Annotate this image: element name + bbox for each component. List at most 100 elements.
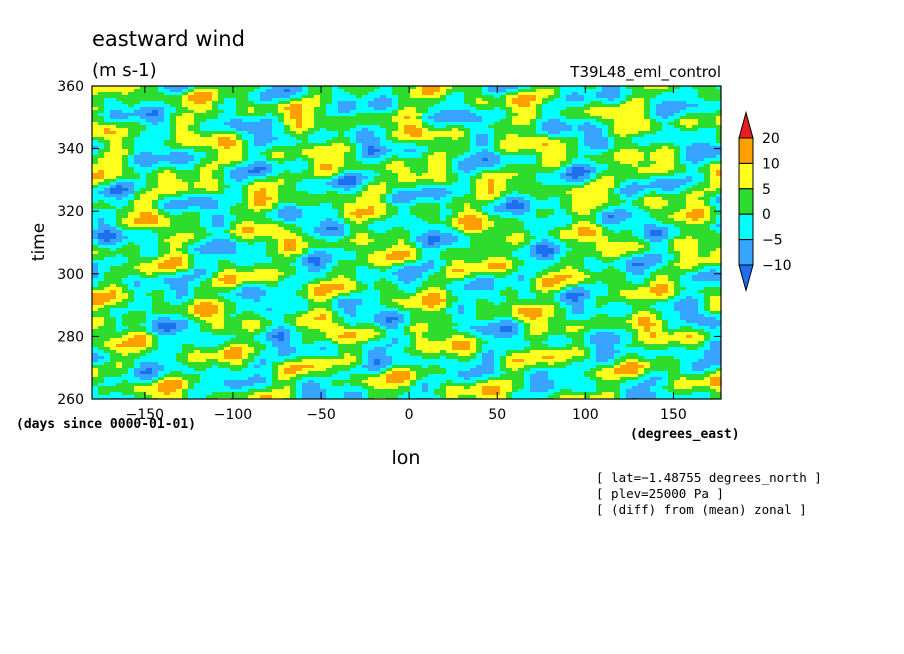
heatmap-cell bbox=[674, 128, 681, 132]
heatmap-cell bbox=[248, 86, 255, 90]
heatmap-cell bbox=[386, 143, 393, 147]
heatmap-cell bbox=[614, 146, 621, 150]
heatmap-cell bbox=[668, 86, 675, 90]
heatmap-cell bbox=[290, 107, 297, 111]
heatmap-cell bbox=[554, 137, 561, 141]
heatmap-cell bbox=[548, 101, 555, 105]
heatmap-cell bbox=[314, 140, 321, 144]
heatmap-cell bbox=[632, 158, 639, 162]
heatmap-cell bbox=[164, 137, 171, 141]
heatmap-cell bbox=[290, 170, 297, 174]
heatmap-cell bbox=[254, 134, 261, 138]
heatmap-cell bbox=[374, 161, 381, 165]
heatmap-cell bbox=[230, 128, 237, 132]
heatmap-cell bbox=[236, 152, 243, 156]
heatmap-cell bbox=[314, 131, 321, 135]
heatmap-cell bbox=[338, 104, 345, 108]
heatmap-cell bbox=[716, 134, 721, 138]
heatmap-cell bbox=[380, 101, 387, 105]
heatmap-cell bbox=[386, 92, 393, 96]
heatmap-cell bbox=[350, 101, 357, 105]
heatmap-cell bbox=[506, 161, 513, 165]
heatmap-cell bbox=[584, 167, 591, 171]
heatmap-cell bbox=[368, 116, 375, 120]
heatmap-cell bbox=[170, 137, 177, 141]
heatmap-cell bbox=[140, 176, 147, 180]
heatmap-cell bbox=[122, 170, 129, 174]
heatmap-cell bbox=[380, 137, 387, 141]
heatmap-cell bbox=[410, 167, 417, 171]
heatmap-cell bbox=[626, 119, 633, 123]
heatmap-cell bbox=[194, 131, 201, 135]
heatmap-cell bbox=[296, 98, 303, 102]
heatmap-cell bbox=[668, 107, 675, 111]
heatmap-cell bbox=[614, 170, 621, 174]
heatmap-cell bbox=[494, 125, 501, 129]
heatmap-cell bbox=[230, 119, 237, 123]
heatmap-cell bbox=[470, 167, 477, 171]
heatmap-cell bbox=[278, 89, 285, 93]
heatmap-cell bbox=[152, 134, 159, 138]
heatmap-cell bbox=[638, 149, 645, 153]
heatmap-cell bbox=[656, 86, 663, 90]
heatmap-cell bbox=[590, 107, 597, 111]
heatmap-cell bbox=[668, 113, 675, 117]
heatmap-cell bbox=[392, 149, 399, 153]
heatmap-cell bbox=[464, 107, 471, 111]
heatmap-cell bbox=[470, 149, 477, 153]
heatmap-cell bbox=[254, 149, 261, 153]
heatmap-cell bbox=[704, 173, 711, 177]
heatmap-cell bbox=[518, 128, 525, 132]
heatmap-cell bbox=[386, 170, 393, 174]
heatmap-cell bbox=[128, 143, 135, 147]
heatmap-cell bbox=[512, 116, 519, 120]
heatmap-cell bbox=[278, 164, 285, 168]
heatmap-cell bbox=[158, 173, 165, 177]
heatmap-cell bbox=[296, 86, 303, 90]
heatmap-cell bbox=[644, 116, 651, 120]
heatmap-cell bbox=[602, 176, 609, 180]
heatmap-cell bbox=[140, 92, 147, 96]
heatmap-cell bbox=[236, 89, 243, 93]
heatmap-cell bbox=[116, 125, 123, 129]
heatmap-cell bbox=[212, 86, 219, 90]
heatmap-cell bbox=[212, 143, 219, 147]
heatmap-cell bbox=[356, 155, 363, 159]
heatmap-cell bbox=[254, 107, 261, 111]
heatmap-cell bbox=[578, 158, 585, 162]
heatmap-cell bbox=[536, 128, 543, 132]
heatmap-cell bbox=[362, 107, 369, 111]
heatmap-cell bbox=[164, 143, 171, 147]
heatmap-cell bbox=[212, 125, 219, 129]
heatmap-cell bbox=[224, 113, 231, 117]
heatmap-cell bbox=[692, 173, 699, 177]
heatmap-cell bbox=[662, 155, 669, 159]
heatmap-cell bbox=[632, 155, 639, 159]
heatmap-cell bbox=[560, 152, 567, 156]
heatmap-cell bbox=[518, 101, 525, 105]
heatmap-cell bbox=[248, 95, 255, 99]
heatmap-cell bbox=[584, 146, 591, 150]
heatmap-cell bbox=[500, 173, 507, 177]
heatmap-cell bbox=[458, 89, 465, 93]
heatmap-cell bbox=[416, 152, 423, 156]
heatmap-cell bbox=[362, 113, 369, 117]
heatmap-cell bbox=[578, 125, 585, 129]
heatmap-cell bbox=[656, 101, 663, 105]
heatmap-cell bbox=[644, 137, 651, 141]
heatmap-cell bbox=[284, 119, 291, 123]
heatmap-cell bbox=[206, 143, 213, 147]
heatmap-cell bbox=[260, 140, 267, 144]
heatmap-cell bbox=[98, 158, 105, 162]
heatmap-cell bbox=[170, 158, 177, 162]
heatmap-cell bbox=[140, 185, 147, 189]
heatmap-cell bbox=[122, 173, 129, 177]
heatmap-cell bbox=[590, 176, 597, 180]
heatmap-cell bbox=[338, 89, 345, 93]
heatmap-cell bbox=[500, 122, 507, 126]
heatmap-cell bbox=[224, 110, 231, 114]
heatmap-cell bbox=[380, 158, 387, 162]
heatmap-cell bbox=[326, 173, 333, 177]
heatmap-cell bbox=[338, 143, 345, 147]
heatmap-cell bbox=[698, 116, 705, 120]
